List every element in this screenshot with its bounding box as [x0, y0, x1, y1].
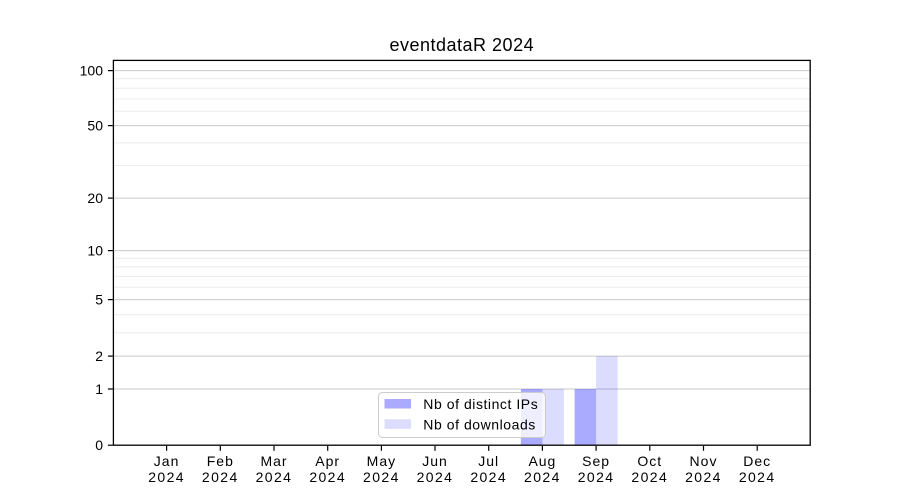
svg-text:100: 100: [80, 63, 104, 79]
svg-text:2024: 2024: [470, 469, 507, 485]
svg-text:10: 10: [87, 243, 103, 259]
svg-text:2024: 2024: [578, 469, 615, 485]
svg-text:Aug: Aug: [528, 453, 556, 469]
svg-text:Dec: Dec: [743, 453, 771, 469]
svg-text:Nb of distinct IPs: Nb of distinct IPs: [423, 396, 538, 412]
svg-text:May: May: [367, 453, 396, 469]
svg-text:Feb: Feb: [207, 453, 234, 469]
svg-text:2024: 2024: [309, 469, 346, 485]
svg-text:Nov: Nov: [690, 453, 718, 469]
svg-text:Sep: Sep: [582, 453, 610, 469]
svg-text:Jul: Jul: [478, 453, 499, 469]
svg-text:Oct: Oct: [637, 453, 662, 469]
svg-text:Mar: Mar: [260, 453, 287, 469]
svg-text:Jun: Jun: [422, 453, 448, 469]
svg-text:2024: 2024: [417, 469, 454, 485]
svg-text:1: 1: [95, 381, 103, 397]
svg-text:2: 2: [95, 348, 103, 364]
svg-text:20: 20: [87, 190, 103, 206]
svg-text:2024: 2024: [148, 469, 185, 485]
svg-text:2024: 2024: [685, 469, 722, 485]
svg-text:Nb of downloads: Nb of downloads: [423, 417, 536, 433]
svg-text:2024: 2024: [202, 469, 239, 485]
svg-text:Apr: Apr: [315, 453, 340, 469]
svg-text:5: 5: [95, 292, 103, 308]
svg-text:2024: 2024: [631, 469, 668, 485]
svg-text:0: 0: [95, 437, 103, 453]
svg-text:2024: 2024: [363, 469, 400, 485]
svg-text:2024: 2024: [739, 469, 776, 485]
svg-text:Jan: Jan: [154, 453, 180, 469]
svg-text:50: 50: [87, 118, 103, 134]
svg-text:eventdataR 2024: eventdataR 2024: [389, 35, 534, 55]
svg-text:2024: 2024: [524, 469, 561, 485]
svg-text:2024: 2024: [256, 469, 293, 485]
